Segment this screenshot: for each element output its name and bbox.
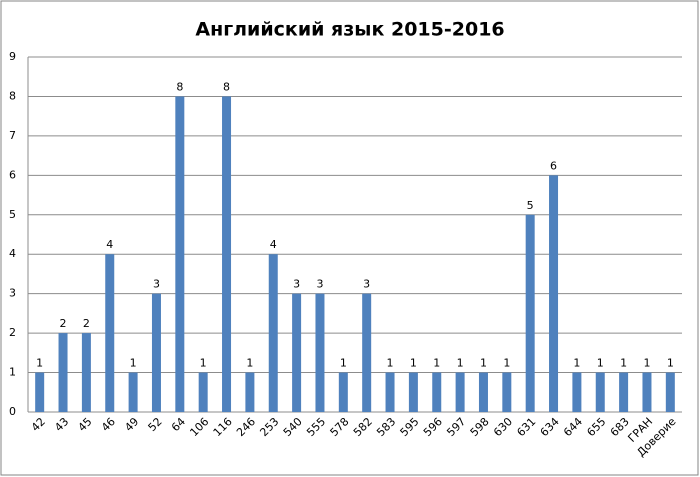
bar	[572, 372, 582, 412]
data-label: 1	[130, 357, 137, 370]
bar	[58, 333, 68, 412]
y-tick-label: 7	[9, 129, 16, 142]
data-label: 1	[200, 357, 207, 370]
data-label: 8	[176, 80, 183, 93]
bar	[151, 293, 161, 412]
data-label: 1	[36, 357, 43, 370]
data-label: 1	[503, 357, 510, 370]
bar	[525, 214, 535, 412]
bar	[642, 372, 652, 412]
bar	[595, 372, 605, 412]
bar	[198, 372, 208, 412]
bar	[245, 372, 255, 412]
bar	[128, 372, 138, 412]
y-tick-label: 1	[9, 366, 16, 379]
data-label: 1	[387, 357, 394, 370]
data-label: 3	[316, 278, 323, 291]
data-label: 3	[293, 278, 300, 291]
y-tick-label: 0	[9, 405, 16, 418]
bar	[432, 372, 442, 412]
bar	[315, 293, 325, 412]
data-label: 1	[667, 357, 674, 370]
data-label: 2	[83, 317, 90, 330]
data-label: 1	[246, 357, 253, 370]
bar	[338, 372, 348, 412]
y-tick-label: 5	[9, 208, 16, 221]
y-tick-label: 2	[9, 326, 16, 339]
data-label: 1	[340, 357, 347, 370]
bar	[619, 372, 629, 412]
data-label: 6	[550, 159, 557, 172]
bar	[455, 372, 465, 412]
bar	[35, 372, 45, 412]
bar	[222, 96, 232, 412]
bar	[268, 254, 278, 412]
bar	[665, 372, 675, 412]
bar	[408, 372, 418, 412]
chart-title: Английский язык 2015-2016	[195, 19, 504, 41]
data-label: 5	[527, 199, 534, 212]
data-label: 1	[410, 357, 417, 370]
data-label: 4	[106, 238, 113, 251]
data-label: 1	[573, 357, 580, 370]
bar	[81, 333, 91, 412]
data-label: 1	[643, 357, 650, 370]
y-tick-label: 8	[9, 89, 16, 102]
bar	[105, 254, 115, 412]
bar	[175, 96, 185, 412]
data-label: 1	[597, 357, 604, 370]
data-label: 1	[457, 357, 464, 370]
data-label: 8	[223, 80, 230, 93]
bar	[549, 175, 559, 412]
y-tick-label: 9	[9, 50, 16, 63]
bar	[502, 372, 512, 412]
y-tick-label: 3	[9, 287, 16, 300]
data-label: 4	[270, 238, 277, 251]
data-label: 2	[60, 317, 67, 330]
bar	[478, 372, 488, 412]
data-label: 1	[433, 357, 440, 370]
bar	[385, 372, 395, 412]
data-label: 1	[480, 357, 487, 370]
bar	[292, 293, 302, 412]
bar	[362, 293, 372, 412]
data-label: 3	[363, 278, 370, 291]
y-tick-label: 4	[9, 247, 16, 260]
data-label: 1	[620, 357, 627, 370]
data-label: 3	[153, 278, 160, 291]
y-tick-label: 6	[9, 168, 16, 181]
